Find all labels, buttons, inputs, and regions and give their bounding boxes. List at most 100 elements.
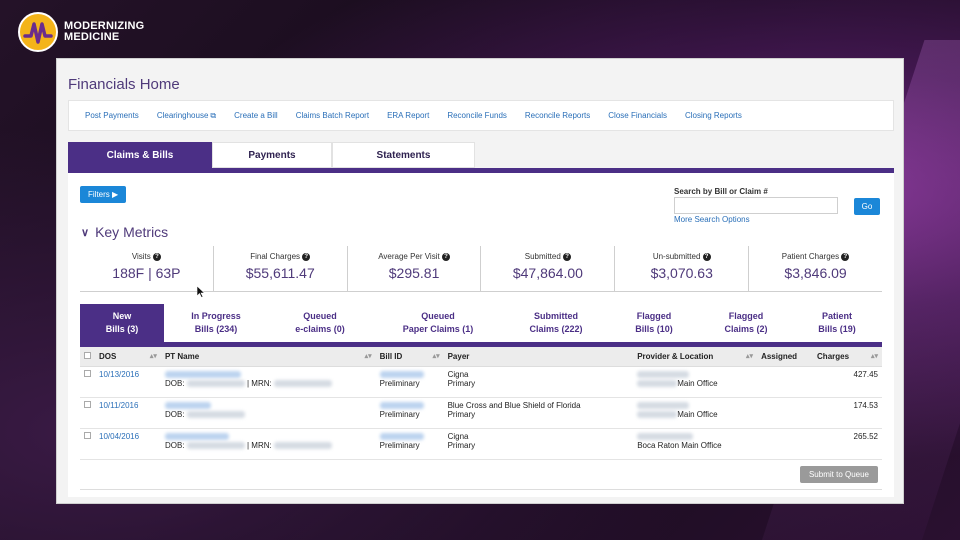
charges-value: 174.53: [813, 397, 882, 429]
assigned-cell: [757, 397, 814, 429]
mrn-redacted: [273, 441, 332, 449]
help-icon[interactable]: ?: [441, 252, 450, 261]
subtab-in-progress-bills[interactable]: In Progress Bills (234): [191, 311, 241, 334]
help-icon[interactable]: ?: [841, 252, 850, 261]
metric-final-charges: Final Charges ? $55,611.47: [214, 246, 348, 291]
dob-redacted: [186, 441, 245, 449]
subtab-new-bills[interactable]: New Bills (3): [80, 304, 164, 342]
subtab-submitted-claims[interactable]: Submitted Claims (222): [529, 311, 583, 334]
logo-text: MODERNIZING MEDICINE: [64, 20, 145, 43]
dos-link[interactable]: 10/13/2016: [99, 369, 140, 379]
sort-icon: ▴▾: [149, 352, 157, 360]
metric-submitted: Submitted ? $47,864.00: [481, 246, 616, 291]
subtab-flagged-claims[interactable]: Flagged Claims (2): [724, 311, 768, 334]
sort-icon: ▴▾: [364, 352, 372, 360]
table-row[interactable]: 10/13/2016 DOB: | MRN: Preliminary Cigna…: [80, 366, 882, 398]
assigned-cell: [757, 428, 814, 460]
nav-clearinghouse[interactable]: Clearinghouse ⧉: [156, 110, 217, 120]
nav-post-payments[interactable]: Post Payments: [85, 111, 139, 120]
row-checkbox[interactable]: [84, 431, 91, 439]
column-payer: Payer: [443, 347, 634, 367]
payer-type: Primary: [447, 378, 476, 388]
sort-icon: ▴▾: [746, 352, 754, 360]
subtab-underline: [80, 342, 882, 347]
location-redacted: [637, 379, 678, 387]
location-name: Main Office: [677, 378, 718, 388]
column-dos[interactable]: DOS ▴▾: [95, 347, 161, 367]
page-title: Financials Home: [68, 76, 180, 93]
help-icon[interactable]: ?: [563, 252, 572, 261]
bill-status: Preliminary: [379, 440, 420, 450]
column-provider-location[interactable]: Provider & Location ▴▾: [633, 347, 758, 367]
nav-closing-reports[interactable]: Closing Reports: [684, 111, 742, 120]
bill-id-redacted[interactable]: [379, 432, 424, 440]
go-button[interactable]: Go: [854, 198, 880, 215]
patient-name-redacted[interactable]: [164, 370, 241, 378]
column-pt-name[interactable]: PT Name ▴▾: [160, 347, 376, 367]
logo-mark-icon: [18, 12, 58, 52]
metric-label: Average Per Visit: [378, 252, 440, 261]
patient-name-redacted[interactable]: [164, 432, 229, 440]
bills-table: DOS ▴▾ PT Name ▴▾ Bill ID ▴▾ Payer Provider…: [80, 347, 882, 460]
tab-claims-bills[interactable]: Claims & Bills: [68, 142, 212, 168]
filters-button[interactable]: Filters ▶: [80, 186, 127, 203]
nav-era-report[interactable]: ERA Report: [387, 111, 430, 120]
nav-reconcile-funds[interactable]: Reconcile Funds: [447, 111, 507, 120]
provider-redacted: [637, 370, 690, 378]
metric-label: Final Charges: [250, 252, 301, 261]
dob-redacted: [186, 410, 245, 418]
payer-name: Blue Cross and Blue Shield of Florida: [447, 400, 581, 410]
location-redacted: [637, 410, 678, 418]
select-all-checkbox[interactable]: [84, 351, 91, 359]
table-header-row: DOS ▴▾ PT Name ▴▾ Bill ID ▴▾ Payer Provider…: [80, 347, 882, 367]
row-checkbox[interactable]: [84, 400, 91, 408]
dob-label: DOB:: [164, 409, 185, 419]
help-icon[interactable]: ?: [302, 252, 311, 261]
more-search-options-link[interactable]: More Search Options: [674, 215, 750, 224]
nav-reconcile-reports[interactable]: Reconcile Reports: [524, 111, 591, 120]
metric-unsubmitted: Un-submitted ? $3,070.63: [615, 246, 750, 291]
tab-payments[interactable]: Payments: [212, 142, 332, 168]
bill-id-redacted[interactable]: [379, 401, 424, 409]
mrn-label: | MRN:: [246, 440, 272, 450]
payer-type: Primary: [447, 409, 476, 419]
subtab-patient-bills[interactable]: Patient Bills (19): [818, 311, 856, 334]
provider-redacted: [637, 432, 694, 440]
nav-create-bill[interactable]: Create a Bill: [234, 111, 278, 120]
assigned-cell: [757, 366, 814, 398]
bill-id-redacted[interactable]: [379, 370, 424, 378]
chevron-down-icon: ∨: [81, 226, 90, 239]
nav-close-financials[interactable]: Close Financials: [608, 111, 667, 120]
dos-link[interactable]: 10/04/2016: [99, 431, 140, 441]
help-icon[interactable]: ?: [153, 252, 162, 261]
subtab-flagged-bills[interactable]: Flagged Bills (10): [635, 311, 673, 334]
column-charges[interactable]: Charges ▴▾: [813, 347, 882, 367]
tab-statements[interactable]: Statements: [332, 142, 475, 168]
main-tabs: Claims & Bills Payments Statements: [68, 142, 475, 168]
subtab-queued-paper-claims[interactable]: Queued Paper Claims (1): [402, 311, 474, 334]
search-label: Search by Bill or Claim #: [674, 187, 768, 196]
subtab-queued-eclaims[interactable]: Queued e-claims (0): [295, 311, 345, 334]
metric-label: Submitted: [524, 252, 561, 261]
search-input[interactable]: [674, 197, 838, 214]
mouse-cursor-icon: [197, 286, 205, 298]
payer-type: Primary: [447, 440, 476, 450]
key-metrics-title: Key Metrics: [95, 224, 169, 240]
bill-status: Preliminary: [379, 378, 420, 388]
payer-name: Cigna: [447, 369, 469, 379]
metric-value: $3,846.09: [784, 265, 847, 281]
table-row[interactable]: 10/04/2016 DOB: | MRN: Preliminary Cigna…: [80, 428, 882, 460]
key-metrics-toggle[interactable]: ∨ Key Metrics: [81, 224, 168, 240]
financials-nav: Post Payments Clearinghouse ⧉ Create a Bi…: [68, 100, 894, 131]
mrn-label: | MRN:: [246, 378, 272, 388]
column-bill-id[interactable]: Bill ID ▴▾: [375, 347, 444, 367]
patient-name-redacted[interactable]: [164, 401, 211, 409]
submit-to-queue-button[interactable]: Submit to Queue: [800, 466, 878, 483]
dob-label: DOB:: [164, 440, 185, 450]
table-row[interactable]: 10/11/2016 DOB: Preliminary Blue Cross a…: [80, 397, 882, 429]
row-checkbox[interactable]: [84, 369, 91, 377]
nav-claims-batch-report[interactable]: Claims Batch Report: [295, 111, 370, 120]
dos-link[interactable]: 10/11/2016: [99, 400, 139, 410]
help-icon[interactable]: ?: [702, 252, 711, 261]
metric-average-per-visit: Average Per Visit ? $295.81: [348, 246, 482, 291]
